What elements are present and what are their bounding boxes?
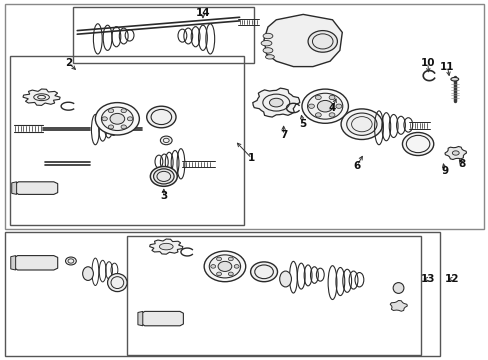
- Bar: [5, 232, 439, 356]
- Ellipse shape: [328, 95, 334, 100]
- Polygon shape: [444, 147, 466, 159]
- Ellipse shape: [346, 113, 376, 135]
- Ellipse shape: [261, 40, 271, 46]
- Text: 10: 10: [420, 58, 434, 68]
- Polygon shape: [138, 311, 142, 326]
- Polygon shape: [389, 301, 407, 311]
- Ellipse shape: [307, 31, 337, 52]
- Ellipse shape: [218, 261, 231, 271]
- Ellipse shape: [450, 77, 458, 81]
- Text: 7: 7: [279, 130, 287, 140]
- Ellipse shape: [82, 267, 93, 280]
- Ellipse shape: [95, 103, 139, 135]
- Ellipse shape: [228, 272, 233, 276]
- Ellipse shape: [228, 257, 233, 261]
- Ellipse shape: [121, 109, 126, 113]
- Polygon shape: [264, 14, 342, 67]
- Ellipse shape: [250, 262, 277, 282]
- Text: 4: 4: [328, 103, 336, 113]
- Ellipse shape: [150, 166, 177, 186]
- Ellipse shape: [65, 257, 76, 265]
- Ellipse shape: [392, 283, 403, 293]
- Ellipse shape: [263, 33, 272, 39]
- Ellipse shape: [451, 151, 458, 155]
- Text: 11: 11: [439, 62, 454, 72]
- Polygon shape: [16, 182, 58, 194]
- Ellipse shape: [269, 98, 283, 107]
- Text: 1: 1: [248, 153, 255, 163]
- Ellipse shape: [216, 272, 221, 276]
- Ellipse shape: [146, 106, 176, 128]
- Bar: [127, 236, 420, 355]
- Ellipse shape: [308, 104, 314, 108]
- Ellipse shape: [101, 107, 133, 130]
- Ellipse shape: [204, 251, 245, 282]
- Ellipse shape: [107, 274, 127, 292]
- Text: 5: 5: [299, 119, 306, 129]
- Text: 14: 14: [195, 8, 210, 18]
- Text: 12: 12: [444, 274, 459, 284]
- Ellipse shape: [108, 109, 113, 113]
- Ellipse shape: [127, 117, 133, 121]
- Ellipse shape: [160, 136, 172, 145]
- Ellipse shape: [265, 55, 274, 59]
- Ellipse shape: [209, 255, 240, 278]
- Ellipse shape: [307, 93, 342, 119]
- Polygon shape: [11, 256, 16, 270]
- Polygon shape: [149, 239, 183, 254]
- Bar: [10, 56, 244, 225]
- Ellipse shape: [315, 113, 321, 117]
- Ellipse shape: [341, 109, 382, 139]
- Ellipse shape: [210, 265, 215, 268]
- Ellipse shape: [159, 243, 173, 250]
- Ellipse shape: [121, 125, 126, 129]
- Ellipse shape: [279, 271, 291, 287]
- Ellipse shape: [108, 125, 113, 129]
- Polygon shape: [15, 256, 58, 270]
- Text: 3: 3: [160, 191, 167, 201]
- Ellipse shape: [317, 100, 332, 112]
- Ellipse shape: [335, 104, 341, 108]
- Ellipse shape: [110, 113, 124, 124]
- Text: 9: 9: [441, 166, 447, 176]
- Polygon shape: [252, 88, 299, 117]
- Ellipse shape: [216, 257, 221, 261]
- Ellipse shape: [234, 265, 239, 268]
- Polygon shape: [12, 182, 17, 194]
- Ellipse shape: [102, 117, 107, 121]
- Text: 2: 2: [65, 58, 72, 68]
- Polygon shape: [142, 311, 183, 326]
- Ellipse shape: [315, 95, 321, 100]
- Ellipse shape: [402, 132, 433, 156]
- Bar: [5, 4, 483, 229]
- Text: 6: 6: [353, 161, 360, 171]
- Ellipse shape: [34, 94, 49, 100]
- Ellipse shape: [328, 113, 334, 117]
- Polygon shape: [23, 89, 60, 105]
- Ellipse shape: [302, 89, 348, 123]
- Text: 13: 13: [420, 274, 434, 284]
- Ellipse shape: [153, 169, 174, 184]
- Ellipse shape: [263, 48, 272, 53]
- Text: 8: 8: [458, 159, 465, 169]
